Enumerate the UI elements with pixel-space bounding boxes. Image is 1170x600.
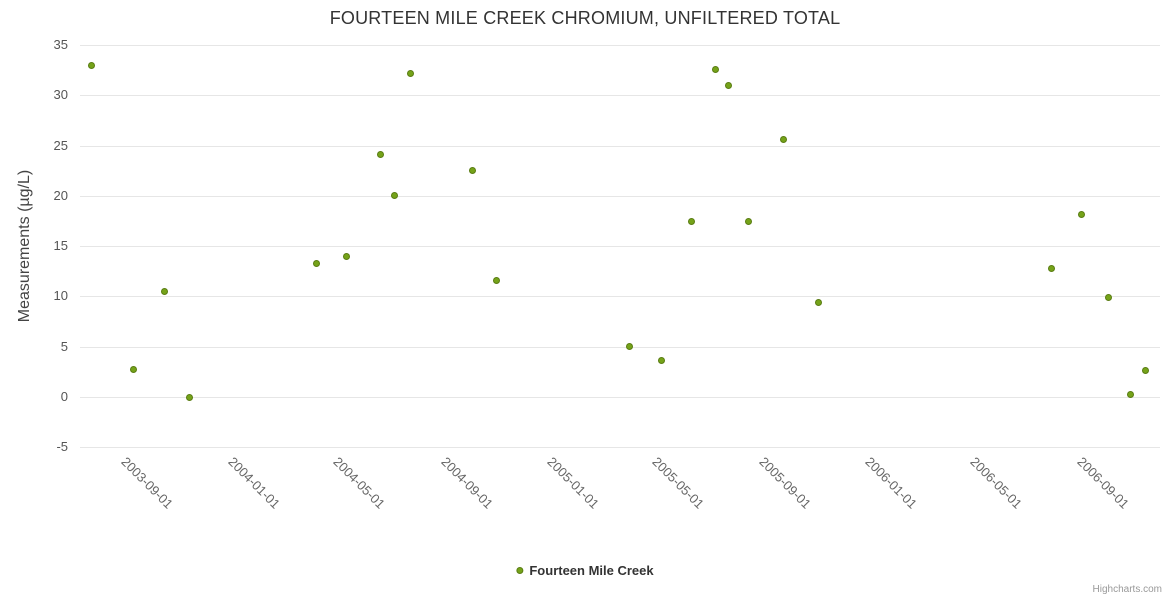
- data-point[interactable]: [407, 69, 415, 77]
- y-tick-label: 20: [53, 187, 68, 203]
- data-point[interactable]: [312, 259, 320, 267]
- data-point[interactable]: [711, 65, 719, 73]
- data-point[interactable]: [688, 218, 696, 226]
- gridline: [80, 45, 1160, 46]
- legend-label: Fourteen Mile Creek: [529, 563, 654, 578]
- credits-link[interactable]: Highcharts.com: [1092, 584, 1162, 595]
- data-point[interactable]: [87, 61, 95, 69]
- data-point[interactable]: [1077, 211, 1085, 219]
- gridline: [80, 246, 1160, 247]
- data-point[interactable]: [343, 252, 351, 260]
- gridline: [80, 145, 1160, 147]
- data-point[interactable]: [744, 218, 752, 226]
- x-tick-label: 2005-05-01: [649, 454, 707, 512]
- data-point[interactable]: [391, 192, 399, 200]
- data-point[interactable]: [1141, 367, 1149, 375]
- y-tick-label: -5: [56, 439, 68, 454]
- y-tick-label: 25: [53, 137, 68, 153]
- gridline: [80, 95, 1160, 97]
- data-point[interactable]: [815, 298, 823, 306]
- x-tick-label: 2004-01-01: [225, 454, 283, 512]
- data-point[interactable]: [1126, 391, 1134, 399]
- x-tick-label: 2006-09-01: [1074, 454, 1133, 512]
- x-tick-label: 2004-09-01: [438, 454, 496, 512]
- gridline: [80, 396, 1160, 398]
- data-point[interactable]: [1048, 264, 1056, 272]
- x-tick-label: 2003-09-01: [118, 454, 177, 512]
- x-tick-label: 2006-05-01: [967, 454, 1026, 512]
- data-point[interactable]: [469, 167, 477, 175]
- data-point[interactable]: [493, 276, 501, 284]
- data-point[interactable]: [377, 151, 385, 159]
- legend-marker-icon: [516, 567, 524, 574]
- x-tick-label: 2005-09-01: [756, 454, 815, 512]
- x-tick-label: 2006-01-01: [862, 454, 921, 512]
- x-tick-label: 2005-01-01: [544, 454, 603, 512]
- y-tick-label: 0: [60, 388, 68, 404]
- gridline: [80, 296, 1160, 298]
- legend-item[interactable]: Fourteen Mile Creek: [516, 563, 654, 578]
- data-point[interactable]: [129, 366, 137, 374]
- y-tick-label: 15: [53, 238, 68, 253]
- data-point[interactable]: [161, 287, 169, 295]
- data-point[interactable]: [779, 135, 787, 143]
- x-tick-label: 2004-05-01: [330, 454, 389, 512]
- gridline: [80, 447, 1160, 448]
- gridline: [80, 346, 1160, 348]
- y-tick-label: 5: [60, 338, 68, 354]
- data-point[interactable]: [657, 357, 665, 365]
- data-point[interactable]: [1105, 293, 1113, 301]
- gridline: [80, 195, 1160, 197]
- plot-area: [80, 45, 1160, 448]
- data-point[interactable]: [186, 394, 194, 402]
- data-point[interactable]: [626, 343, 634, 350]
- y-tick-label: 30: [53, 87, 68, 103]
- data-point[interactable]: [724, 81, 732, 89]
- y-tick-label: 10: [53, 288, 68, 304]
- chart-title: FOURTEEN MILE CREEK CHROMIUM, UNFILTERED…: [329, 8, 841, 28]
- y-tick-label: 35: [53, 37, 68, 52]
